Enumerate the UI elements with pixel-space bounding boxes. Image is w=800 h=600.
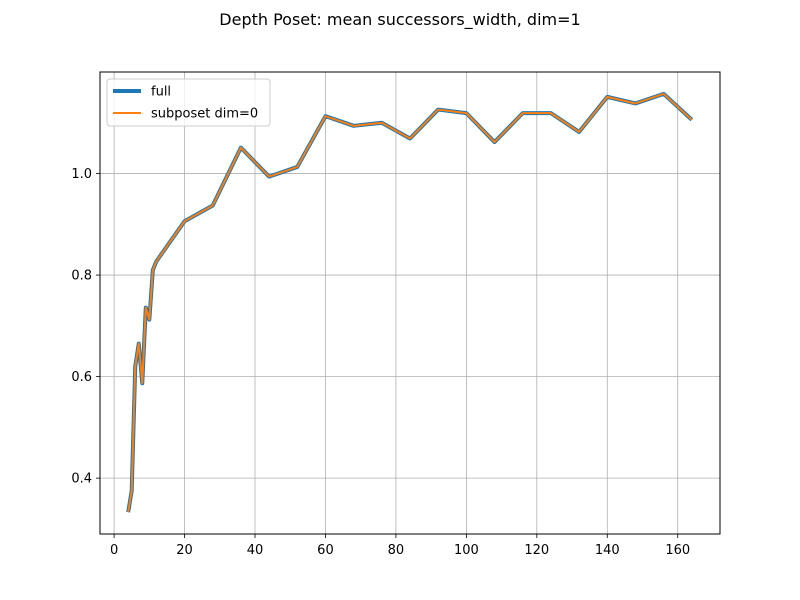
x-tick-label: 120 [524, 543, 549, 558]
series-line-subposet [127, 92, 693, 513]
x-tick-label: 140 [595, 543, 620, 558]
legend-label-full: full [151, 85, 171, 100]
x-tick-label: 40 [247, 543, 264, 558]
x-tick-label: 100 [454, 543, 479, 558]
axis-ticks: 0 20 40 60 80 100 120 140 160 0.4 0.6 0.8 1.0 [71, 167, 690, 558]
plot-frame [99, 71, 721, 535]
x-tick-label: 20 [176, 543, 193, 558]
y-tick-label: 0.6 [71, 370, 92, 385]
legend-label-subposet: subposet dim=0 [151, 107, 258, 122]
legend-box [106, 78, 271, 127]
x-tick-label: 0 [110, 543, 118, 558]
x-tick-label: 160 [665, 543, 690, 558]
y-tick-label: 1.0 [71, 167, 92, 182]
legend: full subposet dim=0 [106, 78, 271, 127]
y-tick-label: 0.4 [71, 472, 92, 487]
chart-title: Depth Poset: mean successors_width, dim=… [219, 10, 580, 30]
series-lines [126, 91, 694, 513]
y-tick-label: 0.8 [71, 269, 92, 284]
grid [100, 72, 720, 534]
x-tick-label: 80 [388, 543, 405, 558]
x-tick-label: 60 [317, 543, 334, 558]
